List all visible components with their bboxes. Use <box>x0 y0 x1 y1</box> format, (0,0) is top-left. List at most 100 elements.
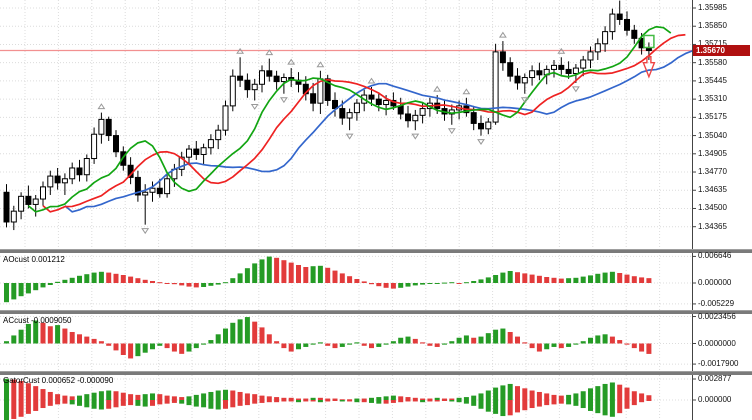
histogram-bar <box>354 400 360 403</box>
candle-body <box>105 118 112 137</box>
histogram-bar <box>631 276 637 283</box>
histogram-bar <box>383 283 389 288</box>
histogram-bar <box>40 389 46 400</box>
price-axis-label: 1.34500 <box>698 203 727 213</box>
histogram-bar <box>55 281 61 283</box>
histogram-bar <box>310 266 316 283</box>
histogram-bar <box>624 387 630 400</box>
histogram-bar <box>208 400 214 409</box>
histogram-bar <box>208 283 214 286</box>
histogram-bar <box>522 273 528 283</box>
histogram-bar <box>420 398 426 400</box>
histogram-bar <box>310 400 316 402</box>
histogram-bar <box>11 400 17 419</box>
histogram-bar <box>18 400 24 417</box>
panel-separator[interactable] <box>0 249 752 253</box>
histogram-bar <box>193 394 199 400</box>
candle-body <box>310 93 317 104</box>
histogram-bar <box>296 265 301 283</box>
histogram-bar <box>120 343 126 355</box>
histogram-bar <box>91 392 97 400</box>
candle-body <box>339 108 346 119</box>
histogram-bar <box>274 400 280 403</box>
histogram-bar <box>573 343 579 345</box>
histogram-bar <box>434 283 440 284</box>
histogram-bar <box>485 333 491 344</box>
candle-body <box>25 195 32 205</box>
histogram-bar <box>617 400 623 414</box>
fractal-up-icon <box>498 31 507 38</box>
histogram-bar <box>120 400 126 406</box>
price-axis-label: 0.000000 <box>698 395 732 404</box>
histogram-bar <box>551 394 557 400</box>
histogram-bar <box>332 343 338 349</box>
histogram-bar <box>244 317 250 344</box>
histogram-bar <box>485 277 491 283</box>
histogram-bar <box>529 343 535 349</box>
square-marker-icon <box>643 34 655 49</box>
fractal-down-icon <box>447 128 456 135</box>
histogram-bar <box>11 379 17 400</box>
histogram-bar <box>223 389 228 400</box>
histogram-bar <box>266 256 272 283</box>
histogram-bar <box>405 283 411 287</box>
histogram-bar <box>266 396 272 400</box>
candle-body <box>156 187 163 195</box>
histogram-bar <box>631 400 637 406</box>
candle-body <box>397 105 404 115</box>
histogram-bar <box>427 400 433 402</box>
histogram-bar <box>259 400 265 403</box>
histogram-bar <box>77 400 82 406</box>
histogram-bar <box>617 340 623 344</box>
histogram-bar <box>317 342 323 344</box>
price-axis-label: -0.005229 <box>698 298 735 308</box>
candle-body <box>383 99 390 106</box>
candle-body <box>91 133 98 160</box>
histogram-bar <box>91 338 97 344</box>
candle-body <box>229 75 236 107</box>
histogram-bar <box>529 390 535 400</box>
histogram-bar <box>580 400 586 409</box>
histogram-bar <box>493 329 499 344</box>
price-axis-label: 1.35445 <box>698 75 727 85</box>
histogram-bar <box>288 262 294 283</box>
fractal-down-icon <box>279 97 288 104</box>
histogram-bar <box>558 395 564 400</box>
histogram-bar <box>193 343 199 349</box>
candle-body <box>478 122 484 130</box>
histogram-bar <box>478 336 484 344</box>
histogram-bar <box>223 400 228 409</box>
histogram-bar <box>91 400 97 409</box>
histogram-bar <box>113 400 119 408</box>
histogram-bar <box>536 400 542 407</box>
histogram-bar <box>179 397 185 400</box>
histogram-bar <box>551 400 557 405</box>
histogram-bar <box>164 283 170 284</box>
histogram-bar <box>390 283 396 289</box>
histogram-bar <box>639 277 645 283</box>
candle-body <box>499 51 506 64</box>
price-axis-label: 0.0000000 <box>698 338 736 348</box>
histogram-bar <box>646 395 652 400</box>
fractal-up-icon <box>557 47 566 54</box>
histogram-bar <box>602 400 608 416</box>
histogram-bar <box>624 274 630 283</box>
histogram-bar <box>566 343 572 347</box>
histogram-bar <box>150 393 155 400</box>
histogram-bar <box>449 400 455 402</box>
panel-separator[interactable] <box>0 310 752 314</box>
histogram-bar <box>274 257 280 283</box>
histogram-bar <box>390 400 396 403</box>
panel-separator[interactable] <box>0 371 752 375</box>
candle-body <box>200 147 207 155</box>
histogram-bar <box>500 385 506 400</box>
candle-body <box>375 98 382 106</box>
histogram-bar <box>558 343 564 349</box>
histogram-bar <box>449 282 455 284</box>
histogram-bar <box>128 343 134 359</box>
price-axis-label: 1.35175 <box>698 112 727 122</box>
histogram-bar <box>288 397 294 400</box>
histogram-bar <box>252 394 258 400</box>
histogram-bar <box>588 337 593 344</box>
